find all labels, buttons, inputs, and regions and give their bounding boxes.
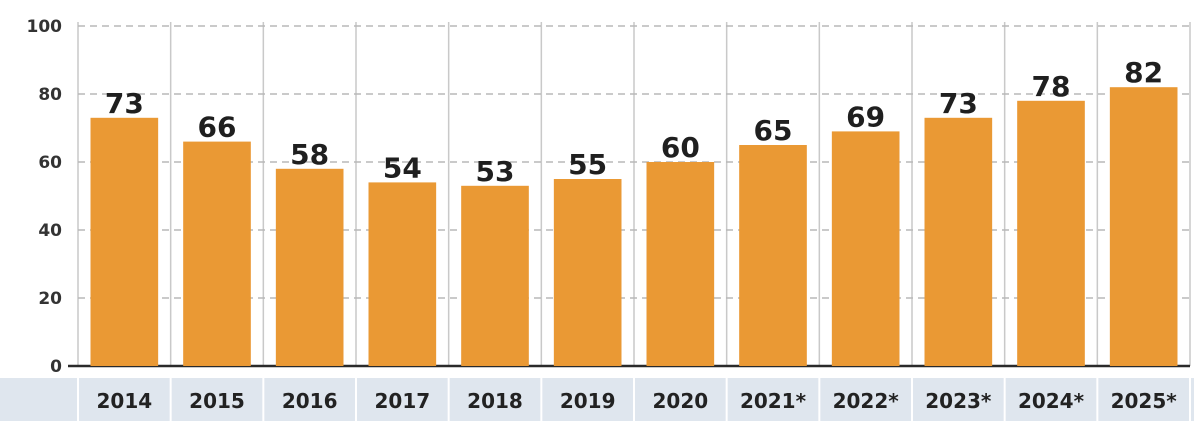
x-tick-label: 2024*	[1018, 389, 1085, 413]
x-tick-label: 2018	[467, 389, 523, 413]
bar	[461, 185, 529, 366]
bar	[924, 117, 993, 366]
y-tick-label: 40	[38, 221, 62, 241]
x-tick-label: 2017	[374, 389, 430, 413]
bar-value-label: 73	[105, 87, 144, 120]
grid-layer	[68, 22, 1191, 368]
bar	[831, 131, 900, 366]
y-tick-label: 0	[50, 357, 62, 377]
bar-value-label: 60	[661, 131, 700, 164]
bar-value-label: 66	[198, 111, 237, 144]
x-tick-label: 2023*	[925, 389, 992, 413]
bar-value-label: 65	[754, 114, 793, 147]
y-tick-label: 80	[38, 85, 62, 105]
x-tick-label: 2025*	[1111, 389, 1178, 413]
bar-value-label: 55	[568, 148, 607, 181]
bar-value-label: 58	[290, 138, 329, 171]
x-tick-label: 2016	[282, 389, 338, 413]
bar-value-label: 82	[1124, 56, 1163, 89]
bar	[90, 117, 159, 366]
bar	[553, 179, 622, 366]
bar-value-label: 73	[939, 87, 978, 120]
bar	[739, 145, 807, 366]
bars-layer	[90, 87, 1178, 367]
x-axis-band-background	[0, 378, 1194, 421]
bar	[275, 168, 344, 366]
x-axis-band	[0, 378, 1194, 421]
bar	[183, 141, 251, 366]
bar	[1109, 87, 1178, 366]
value-labels-layer: 73 66 58 54 53 55 60 65 69 73 78 82	[105, 56, 1163, 188]
x-tick-label: 2019	[560, 389, 616, 413]
bar-value-label: 78	[1032, 70, 1071, 103]
y-tick-label: 100	[27, 17, 63, 37]
x-axis: 2014 2015 2016 2017 2018 2019 2020 2021* 2022* 20…	[96, 389, 1177, 413]
x-tick-label: 2022*	[833, 389, 900, 413]
bar-value-label: 54	[383, 151, 422, 184]
y-tick-label: 60	[38, 153, 62, 173]
x-tick-label: 2014	[96, 389, 152, 413]
y-tick-label: 20	[38, 289, 62, 309]
x-tick-label: 2015	[189, 389, 245, 413]
x-tick-label: 2021*	[740, 389, 807, 413]
bar	[1017, 100, 1085, 367]
y-axis: 0 20 40 60 80 100	[27, 17, 63, 377]
bar-value-label: 53	[476, 155, 515, 188]
bar-value-label: 69	[846, 100, 885, 133]
x-tick-label: 2020	[652, 389, 708, 413]
bar	[368, 182, 437, 366]
bar	[646, 162, 715, 366]
